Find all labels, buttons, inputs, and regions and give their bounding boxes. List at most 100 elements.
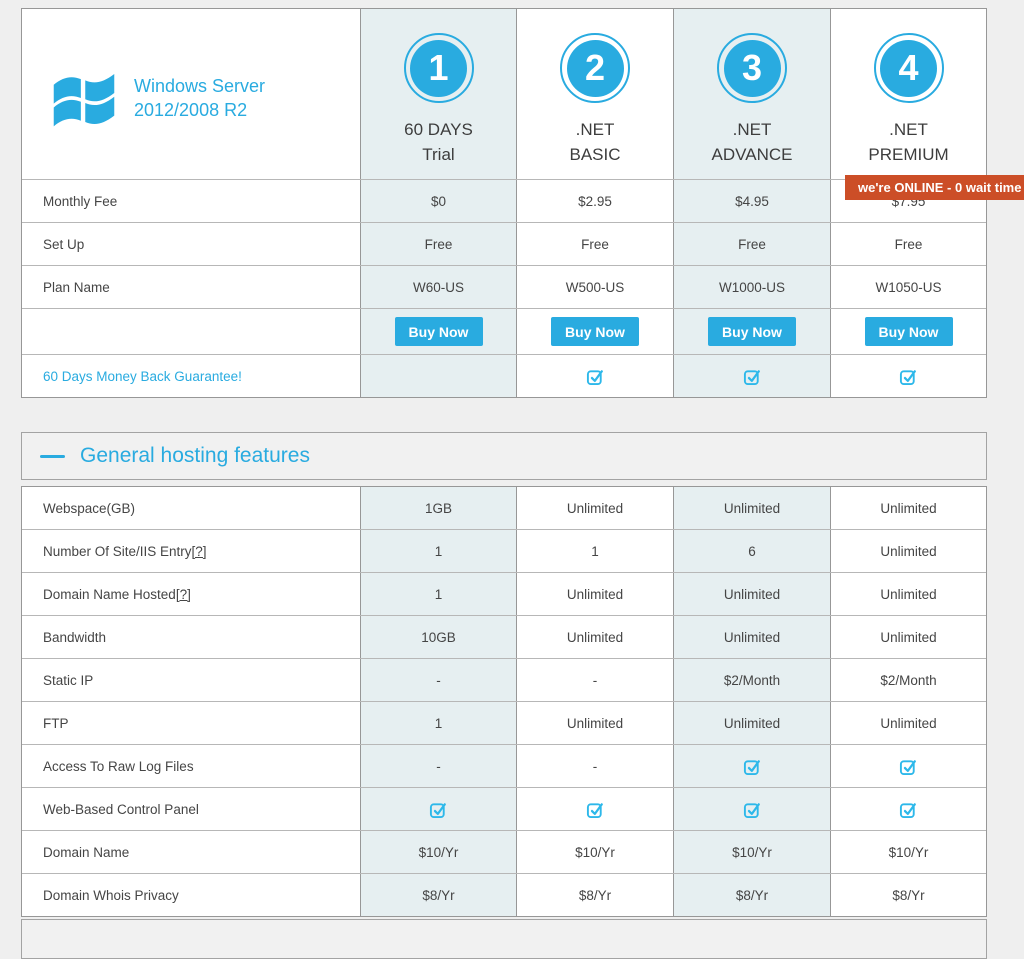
- feature-row: Static IP - - $2/Month $2/Month: [22, 658, 986, 701]
- plan-number-disc: 4: [880, 39, 937, 97]
- row-label: Monthly Fee: [43, 193, 118, 209]
- value-cell: -: [360, 745, 516, 787]
- feature-row: Access To Raw Log Files - -: [22, 744, 986, 787]
- value-cell: [673, 788, 830, 830]
- value-cell: Unlimited: [673, 616, 830, 658]
- value-cell: 1: [516, 530, 673, 572]
- value-cell: 6: [673, 530, 830, 572]
- value-cell: $8/Yr: [516, 874, 673, 916]
- buy-now-button[interactable]: Buy Now: [394, 317, 483, 346]
- value-cell: $0: [360, 180, 516, 222]
- value-cell: Unlimited: [516, 702, 673, 744]
- row-label: Webspace(GB): [43, 500, 136, 516]
- value-cell: [673, 355, 830, 397]
- feature-row: Webspace(GB) 1GB Unlimited Unlimited Unlimit…: [22, 487, 986, 529]
- plan-number-badge: 1: [403, 33, 474, 103]
- features-table: Webspace(GB) 1GB Unlimited Unlimited Unlimit…: [21, 486, 987, 917]
- check-icon: [743, 369, 760, 385]
- value-cell: $10/Yr: [673, 831, 830, 873]
- content: Windows Server 2012/2008 R2 1 60 DAYS Tria…: [21, 8, 987, 959]
- plan-name-line2: PREMIUM: [868, 145, 949, 164]
- value-cell: 10GB: [360, 616, 516, 658]
- row-label: [22, 309, 360, 354]
- help-link[interactable]: [?]: [191, 543, 207, 559]
- value-cell: Unlimited: [830, 616, 986, 658]
- value-cell: [830, 355, 986, 397]
- row-label: Domain Name: [43, 844, 130, 860]
- plan-number-disc: 3: [723, 39, 781, 97]
- pricing-table: Windows Server 2012/2008 R2 1 60 DAYS Tria…: [21, 8, 987, 398]
- value-cell: Unlimited: [673, 702, 830, 744]
- windows-logo-icon: [53, 74, 115, 127]
- row-label: Access To Raw Log Files: [43, 758, 194, 774]
- features-rows: Webspace(GB) 1GB Unlimited Unlimited Unlimit…: [22, 487, 986, 916]
- value-cell: $10/Yr: [830, 831, 986, 873]
- value-cell: Free: [673, 223, 830, 265]
- value-cell: [673, 745, 830, 787]
- row-label: Static IP: [43, 672, 94, 688]
- value-cell: Buy Now: [830, 309, 986, 354]
- plan-number-disc: 2: [566, 39, 624, 97]
- collapse-minus-icon[interactable]: [40, 454, 65, 458]
- live-chat-banner[interactable]: we're ONLINE - 0 wait time: [845, 175, 1024, 200]
- feature-row: Domain Whois Privacy $8/Yr $8/Yr $8/Yr $8/Yr: [22, 873, 986, 916]
- value-cell: $2/Month: [830, 659, 986, 701]
- value-cell: $10/Yr: [516, 831, 673, 873]
- value-cell: Unlimited: [516, 573, 673, 615]
- value-cell: Buy Now: [673, 309, 830, 354]
- plan-header-3: 3 .NET ADVANCE: [673, 9, 830, 179]
- row-label: Number Of Site/IIS Entry [?]: [43, 543, 207, 559]
- buy-now-button[interactable]: Buy Now: [551, 317, 639, 346]
- value-cell: [516, 355, 673, 397]
- plan-number: 4: [898, 47, 919, 88]
- value-cell: Unlimited: [673, 487, 830, 529]
- value-cell: $10/Yr: [360, 831, 516, 873]
- value-cell: Unlimited: [516, 616, 673, 658]
- buy-now-button[interactable]: Buy Now: [864, 317, 953, 346]
- value-cell: -: [360, 659, 516, 701]
- plan-header-4: 4 .NET PREMIUM: [830, 9, 986, 179]
- plan-name-line2: BASIC: [569, 145, 621, 164]
- plan-header-1: 1 60 DAYS Trial: [360, 9, 516, 179]
- plan-name-line1: .NET: [732, 120, 772, 139]
- check-icon: [586, 369, 603, 385]
- value-cell: Unlimited: [830, 487, 986, 529]
- value-cell: W1000-US: [673, 266, 830, 308]
- check-icon: [429, 802, 446, 818]
- feature-row: Domain Name Hosted [?] 1 Unlimited Unlimited…: [22, 572, 986, 615]
- value-cell: 1: [360, 702, 516, 744]
- guarantee-row: 60 Days Money Back Guarantee!: [22, 354, 986, 397]
- plan-name: .NET BASIC: [569, 117, 620, 167]
- plan-header-2: 2 .NET BASIC: [516, 9, 673, 179]
- check-icon: [743, 802, 760, 818]
- help-link[interactable]: [?]: [175, 586, 191, 602]
- plan-number-disc: 1: [410, 39, 467, 97]
- value-cell: $2/Month: [673, 659, 830, 701]
- value-cell: [360, 788, 516, 830]
- row-label: Web-Based Control Panel: [43, 801, 199, 817]
- features-section-header: General hosting features: [21, 432, 987, 480]
- row-label: Bandwidth: [43, 629, 107, 645]
- brand-line1: Windows Server: [134, 76, 266, 96]
- feature-row: Number Of Site/IIS Entry [?] 1 1 6 Unlimited: [22, 529, 986, 572]
- plan-name: .NET ADVANCE: [712, 117, 793, 167]
- value-cell: $4.95: [673, 180, 830, 222]
- value-cell: $8/Yr: [360, 874, 516, 916]
- feature-row: Bandwidth 10GB Unlimited Unlimited Unlimited: [22, 615, 986, 658]
- value-cell: Buy Now: [360, 309, 516, 354]
- pricing-row: Set Up Free Free Free Free: [22, 222, 986, 265]
- plan-name-line2: Trial: [422, 145, 455, 164]
- plan-number: 3: [741, 47, 763, 88]
- value-cell: $8/Yr: [830, 874, 986, 916]
- value-cell: -: [516, 745, 673, 787]
- buy-now-button[interactable]: Buy Now: [708, 317, 796, 346]
- value-cell: [360, 355, 516, 397]
- value-cell: Unlimited: [830, 702, 986, 744]
- plan-number: 2: [584, 47, 606, 88]
- value-cell: Unlimited: [673, 573, 830, 615]
- value-cell: Free: [830, 223, 986, 265]
- check-icon: [586, 802, 603, 818]
- plan-number-badge: 4: [873, 33, 944, 103]
- value-cell: 1: [360, 573, 516, 615]
- value-cell: Unlimited: [830, 530, 986, 572]
